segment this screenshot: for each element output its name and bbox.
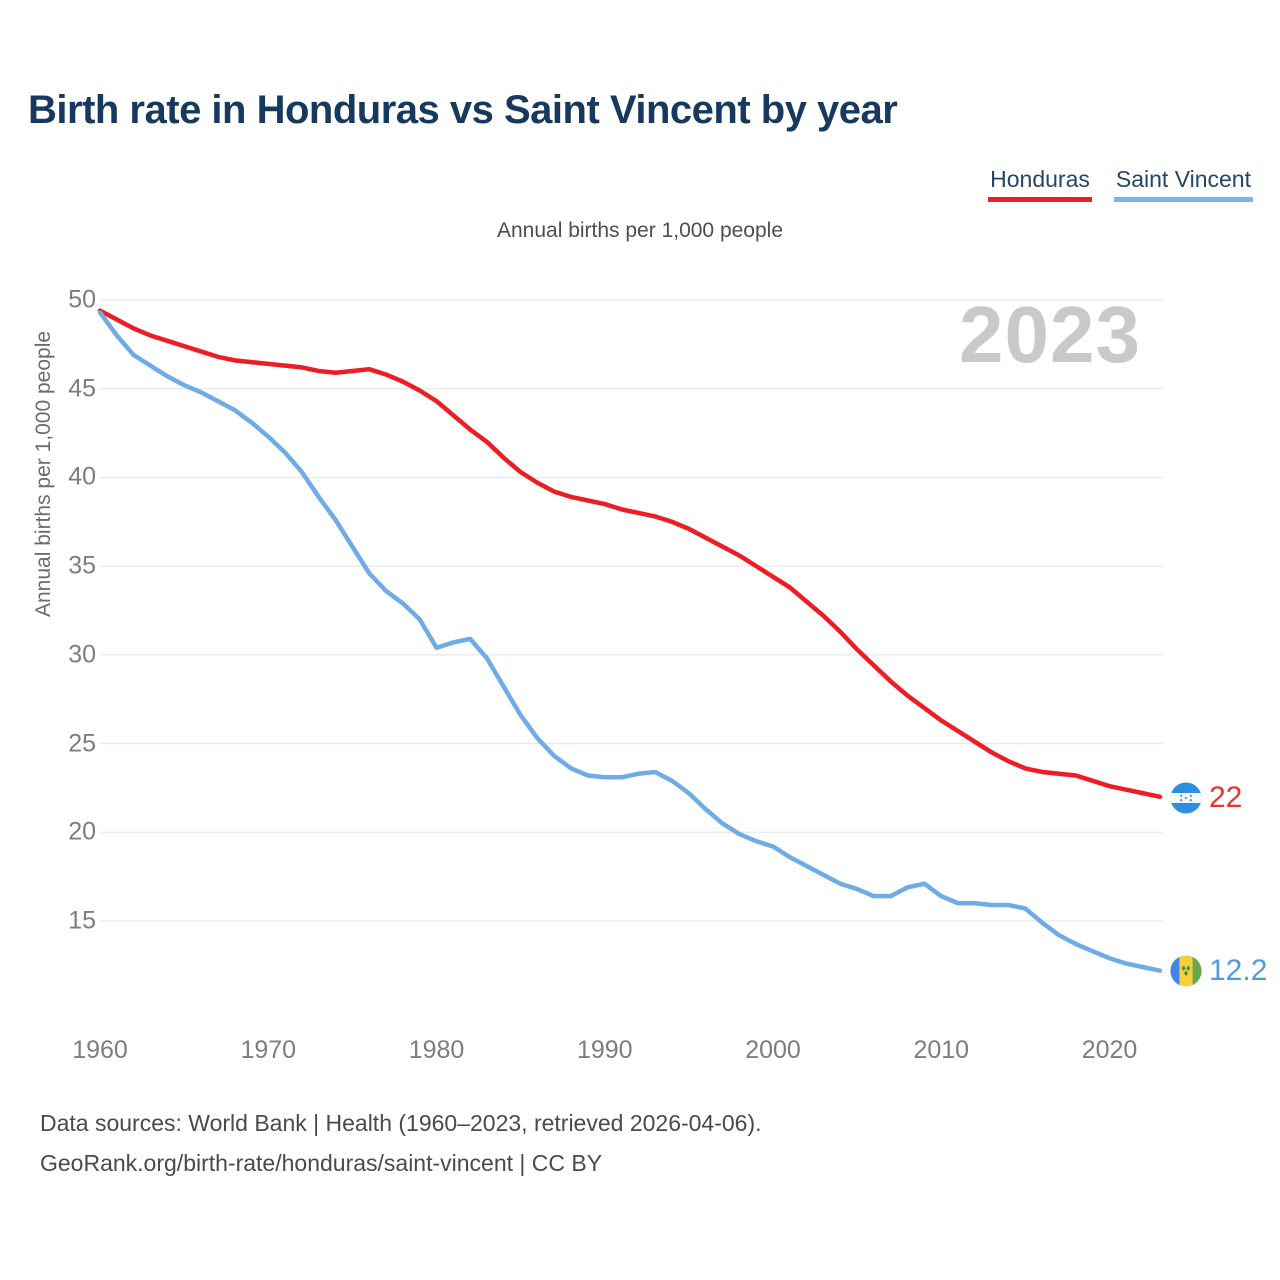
gridlines — [100, 299, 1163, 922]
series-lines — [97, 308, 1163, 973]
y-tick-label: 45 — [68, 374, 96, 403]
legend-underline — [988, 197, 1092, 202]
honduras-end-label: 22 — [1170, 781, 1242, 815]
y-tick-label: 40 — [68, 462, 96, 491]
x-tick-label: 1990 — [576, 1036, 633, 1064]
y-tick-label: 20 — [68, 817, 96, 846]
footer-attribution: GeoRank.org/birth-rate/honduras/saint-vi… — [40, 1150, 603, 1176]
honduras-flag-icon — [1170, 782, 1202, 814]
footer: Data sources: World Bank | Health (1960–… — [40, 1103, 762, 1183]
x-tick-label: 2010 — [913, 1036, 970, 1064]
saint-vincent-end-value: 12.2 — [1209, 954, 1268, 987]
legend: Honduras Saint Vincent — [988, 166, 1253, 202]
footer-sources: Data sources: World Bank | Health (1960–… — [40, 1110, 762, 1136]
y-tick-label: 35 — [68, 551, 96, 580]
series-line-honduras — [97, 308, 1163, 800]
y-tick-label: 25 — [68, 729, 96, 758]
honduras-end-value: 22 — [1209, 781, 1243, 814]
legend-item-label: Saint Vincent — [1115, 166, 1251, 192]
y-tick-label: 30 — [68, 640, 96, 669]
y-tick-label: 15 — [68, 906, 96, 935]
x-tick-label: 2020 — [1081, 1036, 1138, 1064]
legend-item-saint-vincent[interactable]: Saint Vincent — [1113, 166, 1253, 202]
chart-subtitle: Annual births per 1,000 people — [496, 219, 784, 242]
legend-item-label: Honduras — [990, 166, 1090, 192]
page-title: Birth rate in Honduras vs Saint Vincent … — [28, 88, 898, 132]
x-tick-label: 1980 — [408, 1036, 465, 1064]
x-tick-label: 1960 — [72, 1036, 128, 1064]
x-tick-label: 1970 — [240, 1036, 297, 1064]
legend-underline — [1113, 197, 1253, 202]
series-line-saint-vincent — [97, 310, 1163, 973]
watermark-year: 2023 — [959, 290, 1141, 379]
saint-vincent-end-label: 12.2 — [1170, 954, 1267, 988]
y-tick-label: 50 — [68, 285, 96, 314]
x-tick-label: 2000 — [745, 1036, 801, 1064]
legend-item-honduras[interactable]: Honduras — [988, 166, 1092, 202]
saint-vincent-flag-icon — [1170, 955, 1202, 987]
